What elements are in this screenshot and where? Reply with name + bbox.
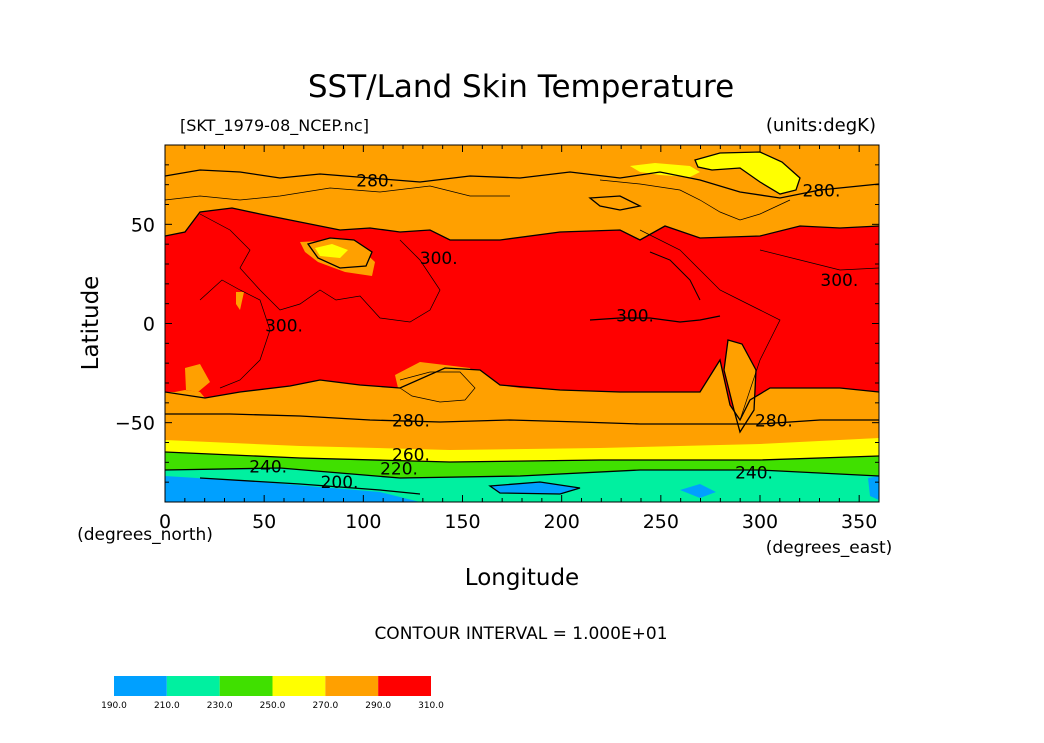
contour-label: 300. bbox=[820, 271, 858, 291]
tick-marks bbox=[164, 145, 880, 502]
x-tick-label: 50 bbox=[252, 511, 276, 533]
warm-land-patch bbox=[236, 292, 244, 310]
arctic-cold-patch bbox=[630, 163, 700, 177]
y-tick-label: 0 bbox=[143, 314, 155, 336]
x-tick-label: 150 bbox=[444, 511, 480, 533]
contour-label: 240. bbox=[249, 457, 287, 477]
contour-label: 280. bbox=[392, 412, 430, 432]
contour-label: 280. bbox=[803, 182, 841, 202]
colorbar-label: 250.0 bbox=[260, 701, 286, 711]
contour-label: 300. bbox=[420, 249, 458, 269]
y-tick-labels: 50 0 −50 bbox=[115, 214, 155, 434]
colorbar-swatch bbox=[114, 676, 167, 696]
x-tick-label: 0 bbox=[159, 511, 171, 533]
x-tick-label: 350 bbox=[841, 511, 877, 533]
band-190-210 bbox=[680, 484, 716, 498]
units-label: (units:degK) bbox=[766, 115, 876, 136]
contour-label: 220. bbox=[380, 459, 418, 479]
contour-label: 240. bbox=[735, 463, 773, 483]
colorbar-label: 310.0 bbox=[418, 701, 444, 711]
colorbar-swatch bbox=[378, 676, 431, 696]
contour-label: 200. bbox=[321, 473, 359, 493]
contour-interval-note: CONTOUR INTERVAL = 1.000E+01 bbox=[374, 624, 667, 644]
colorbar-swatch bbox=[272, 676, 326, 696]
contour-label: 300. bbox=[265, 316, 303, 336]
contour-label: 280. bbox=[755, 412, 793, 432]
y-tick-label: −50 bbox=[115, 413, 155, 435]
colorbar-label: 190.0 bbox=[101, 701, 127, 711]
x-tick-label: 250 bbox=[643, 511, 679, 533]
colorbar-label: 210.0 bbox=[154, 701, 180, 711]
contour-label-layer: 280. 280. 300. 300. 300. 300. 280. 280. 260. 240.… bbox=[249, 172, 858, 493]
colorbar-swatch bbox=[166, 676, 220, 696]
x-axis-label: Longitude bbox=[465, 565, 579, 591]
coastlines bbox=[165, 179, 879, 421]
colorbar-swatch bbox=[325, 676, 379, 696]
colorbar-label: 230.0 bbox=[207, 701, 233, 711]
x-tick-label: 300 bbox=[742, 511, 778, 533]
x-tick-label: 200 bbox=[544, 511, 580, 533]
warm-land-patch bbox=[185, 364, 210, 392]
y-axis-label: Latitude bbox=[78, 276, 104, 371]
colorbar-swatch bbox=[219, 676, 273, 696]
south-america-patch bbox=[724, 340, 756, 432]
plot-area: 280. 280. 300. 300. 300. 300. 280. 280. 260. 240.… bbox=[165, 145, 879, 502]
contour-label: 280. bbox=[356, 172, 394, 192]
y-axis-unit: (degrees_north) bbox=[77, 525, 213, 545]
band-190-210 bbox=[165, 476, 420, 502]
x-axis-unit: (degrees_east) bbox=[766, 538, 893, 558]
y-tick-label: 50 bbox=[131, 214, 155, 236]
colorbar-label: 290.0 bbox=[365, 701, 391, 711]
x-tick-labels: 0 50 100 150 200 250 300 350 bbox=[159, 511, 877, 533]
colorbar: 190.0 210.0 230.0 250.0 270.0 290.0 310.0 bbox=[101, 676, 444, 711]
tibet-patch bbox=[315, 244, 348, 258]
contour-label: 260. bbox=[392, 445, 430, 465]
contour-lines bbox=[165, 151, 879, 495]
contour-label: 300. bbox=[616, 307, 654, 327]
x-tick-label: 100 bbox=[345, 511, 381, 533]
colorbar-label: 270.0 bbox=[312, 701, 338, 711]
chart-title: SST/Land Skin Temperature bbox=[308, 69, 734, 105]
source-file-label: [SKT_1979-08_NCEP.nc] bbox=[180, 116, 369, 136]
